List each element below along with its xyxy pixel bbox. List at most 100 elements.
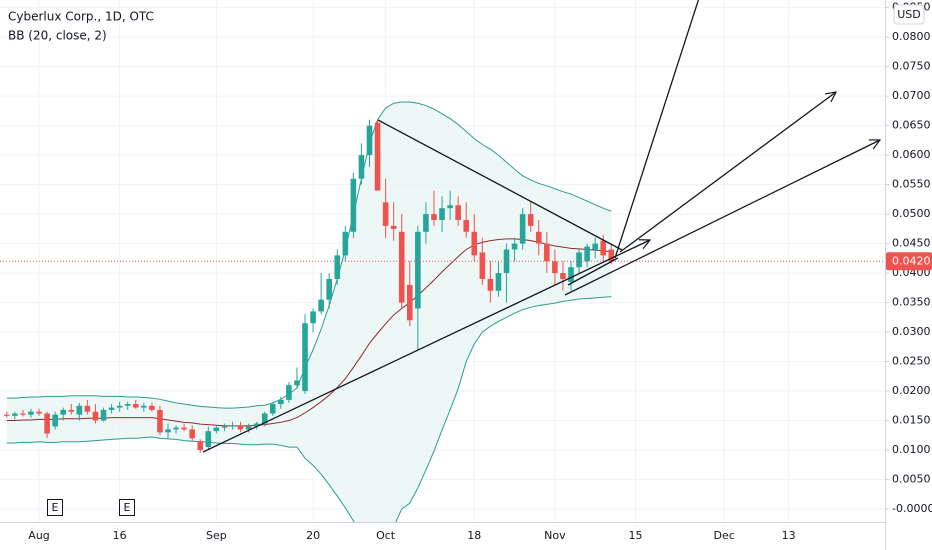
candle-body bbox=[544, 243, 550, 262]
candle-body bbox=[342, 231, 349, 256]
earnings-box[interactable] bbox=[47, 499, 63, 516]
y-tick-label: 0.0250 bbox=[892, 355, 931, 368]
y-tick-label: 0.0800 bbox=[892, 30, 931, 43]
candle-body bbox=[431, 214, 437, 221]
candle-body bbox=[286, 385, 292, 400]
x-tick-label: Oct bbox=[376, 529, 396, 542]
last-price-box bbox=[886, 252, 932, 271]
candle-body bbox=[84, 405, 91, 412]
trend-line bbox=[377, 119, 623, 251]
candle-body bbox=[253, 423, 260, 427]
candle-body bbox=[116, 405, 123, 408]
candle-body bbox=[100, 409, 107, 421]
y-tick-label: 0.0550 bbox=[892, 178, 931, 191]
candle-body bbox=[495, 273, 502, 291]
candle-body bbox=[487, 278, 494, 291]
y-tick-label: 0.0200 bbox=[892, 384, 931, 397]
candle-body bbox=[511, 243, 518, 250]
candle-body bbox=[560, 273, 566, 279]
trend-line bbox=[614, 0, 700, 259]
candle-body bbox=[415, 231, 421, 309]
candle-body bbox=[398, 231, 405, 303]
candle-body bbox=[245, 426, 252, 430]
candle-body bbox=[197, 441, 204, 451]
trend-drawings bbox=[202, 0, 880, 453]
candle-body bbox=[229, 425, 236, 427]
plot-area bbox=[0, 101, 885, 522]
candle-body bbox=[471, 231, 478, 256]
candle-body bbox=[36, 411, 42, 414]
x-tick-label: 20 bbox=[306, 529, 320, 542]
band-lower bbox=[6, 296, 612, 522]
candle-body bbox=[205, 431, 212, 448]
candle-body bbox=[310, 311, 316, 324]
candle-body bbox=[390, 225, 397, 229]
candle-body bbox=[237, 425, 244, 430]
candle-body bbox=[269, 404, 276, 414]
currency-box[interactable] bbox=[893, 4, 925, 25]
y-tick-label: 0.0700 bbox=[892, 89, 931, 102]
y-tick-label: 0.0350 bbox=[892, 296, 931, 309]
candle-body bbox=[278, 399, 284, 405]
x-tick-label: 13 bbox=[782, 529, 796, 542]
candle-body bbox=[60, 409, 67, 415]
candle-body bbox=[463, 220, 470, 232]
candle-body bbox=[302, 323, 308, 392]
currency-label[interactable]: USD bbox=[897, 8, 921, 21]
candle-body bbox=[108, 407, 115, 410]
candle-body bbox=[189, 429, 195, 439]
x-tick-label: Nov bbox=[544, 529, 566, 542]
x-tick-label: 18 bbox=[467, 529, 481, 542]
candle-body bbox=[12, 413, 18, 416]
candle-body bbox=[261, 413, 268, 424]
candle-body bbox=[157, 409, 163, 433]
candle-body bbox=[552, 261, 558, 274]
candle-body bbox=[374, 122, 381, 191]
y-tick-label: 0.0450 bbox=[892, 237, 931, 250]
earnings-marker[interactable]: E bbox=[124, 501, 131, 514]
earnings-marker[interactable]: E bbox=[52, 501, 59, 514]
candle-body bbox=[608, 249, 615, 262]
trend-line bbox=[202, 240, 650, 453]
candle-body bbox=[318, 299, 324, 312]
y-tick-label: 0.0600 bbox=[892, 148, 931, 161]
earnings-box[interactable] bbox=[119, 499, 135, 516]
candle-body bbox=[334, 255, 341, 279]
candle-body bbox=[455, 205, 461, 221]
band-upper bbox=[6, 101, 612, 409]
candle-body bbox=[149, 405, 155, 410]
candle-body bbox=[535, 231, 542, 244]
candle-body bbox=[519, 214, 526, 244]
indicator-label: BB (20, close, 2) bbox=[8, 29, 107, 43]
candle-body bbox=[326, 278, 332, 300]
y-tick-label: 0.0050 bbox=[892, 473, 931, 486]
candle-body bbox=[584, 246, 590, 262]
candle-body bbox=[592, 243, 598, 250]
candle-body bbox=[568, 267, 574, 282]
candle-body bbox=[132, 404, 139, 408]
trend-line bbox=[564, 140, 880, 296]
candle-body bbox=[92, 411, 99, 421]
candle-body bbox=[52, 414, 58, 427]
x-tick-label: Dec bbox=[713, 529, 734, 542]
candle-body bbox=[4, 414, 10, 416]
y-tick-label: 0.0500 bbox=[892, 207, 931, 220]
candle-body bbox=[76, 405, 83, 415]
trend-line bbox=[619, 92, 836, 253]
candle-body bbox=[294, 380, 300, 386]
y-tick-label: 0.0300 bbox=[892, 325, 931, 338]
candle-body bbox=[350, 178, 357, 232]
candle-body bbox=[576, 252, 582, 268]
y-tick-label: 0.0650 bbox=[892, 119, 931, 132]
candle-body bbox=[366, 125, 373, 156]
candle-body bbox=[479, 252, 486, 279]
y-tick-label: 0.0750 bbox=[892, 60, 931, 73]
x-tick-label: Sep bbox=[206, 529, 227, 542]
candle-body bbox=[407, 284, 413, 321]
candle-body bbox=[447, 205, 453, 209]
band-middle bbox=[6, 238, 612, 427]
trend-line bbox=[567, 257, 619, 286]
x-tick-label: Aug bbox=[28, 529, 49, 542]
